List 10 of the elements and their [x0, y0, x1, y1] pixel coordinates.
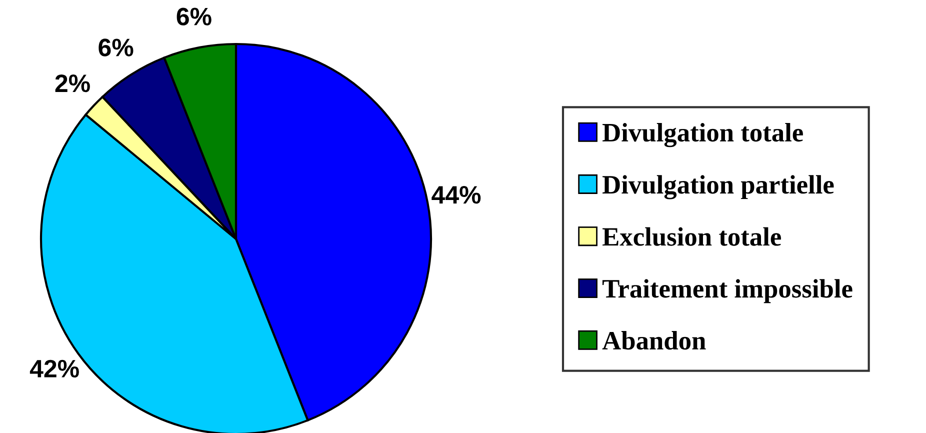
legend-label: Traitement impossible [602, 279, 852, 304]
legend-label: Divulgation partielle [602, 175, 834, 200]
data-label: 42% [30, 360, 79, 378]
data-label: 6% [176, 8, 212, 26]
data-label: 44% [432, 186, 481, 204]
legend-label: Exclusion totale [602, 227, 781, 246]
data-label: 2% [55, 74, 90, 92]
data-label: 6% [98, 38, 134, 56]
legend-label: Abandon [602, 331, 706, 350]
legend-label: Divulgation totale [602, 123, 803, 148]
